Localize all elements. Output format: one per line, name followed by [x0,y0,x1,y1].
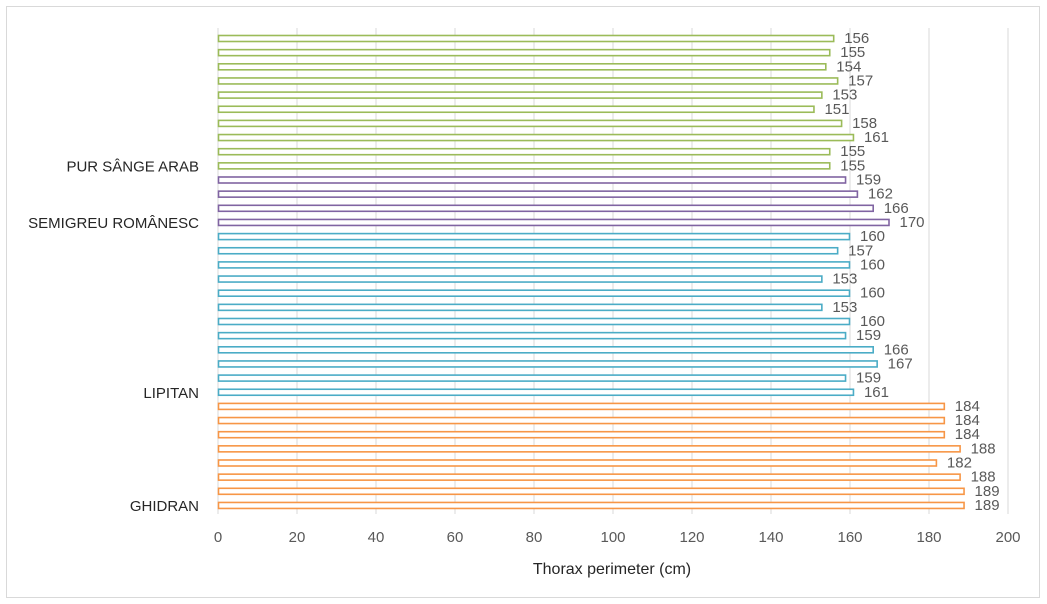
data-label: 188 [971,440,996,457]
data-label: 189 [975,483,1000,500]
bar [217,62,827,71]
bar [217,459,938,467]
data-label: 159 [856,327,881,344]
data-label: 188 [971,469,996,486]
bar [217,77,839,85]
bar [217,445,961,453]
bar [217,416,946,425]
x-tick-label: 180 [916,529,941,546]
bar [217,246,839,255]
data-label: 182 [947,455,972,472]
data-label: 166 [884,341,909,358]
bar [217,162,831,170]
data-label: 161 [864,129,889,146]
x-axis-title: Thorax perimeter (cm) [533,561,691,578]
data-label: 154 [836,58,861,75]
bar [217,34,835,43]
data-label: 162 [868,186,893,203]
bar [217,147,831,156]
data-label: 157 [848,242,873,259]
category-label: LIPITAN [143,385,199,402]
x-tick-label: 140 [758,529,783,546]
bar [217,232,851,241]
data-label: 167 [888,355,913,372]
bar [217,190,859,198]
bar [217,331,847,340]
x-tick-label: 0 [214,529,222,546]
bar [217,119,843,128]
bar [217,176,847,184]
bar [217,430,946,439]
data-label: 153 [832,87,857,104]
bar [217,317,851,326]
x-tick-label: 200 [995,529,1020,546]
bar [217,501,965,510]
x-tick-labels: 0 20 40 60 80 100 120 140 160 180 200 [214,529,1021,546]
x-tick-label: 120 [679,529,704,546]
data-labels: 1561551541571531511581611551551591621661… [824,30,999,514]
data-label: 156 [844,30,869,47]
data-label: 153 [832,271,857,288]
data-label: 159 [856,370,881,387]
data-label: 159 [856,172,881,189]
data-label: 157 [848,72,873,89]
bar [217,345,875,354]
data-label: 160 [860,285,885,302]
bar [217,275,823,283]
bar [217,261,851,269]
bar [217,91,823,99]
data-label: 161 [864,384,889,401]
bar [217,133,855,142]
bar [217,388,855,397]
bar [217,303,823,312]
bar [217,105,815,114]
data-label: 166 [884,200,909,217]
x-tick-label: 40 [368,529,385,546]
bar [217,360,878,368]
category-label: PUR SÂNGE ARAB [66,158,199,175]
bar [217,48,831,57]
x-tick-label: 160 [837,529,862,546]
data-label: 155 [840,143,865,160]
data-label: 184 [955,412,980,429]
data-label: 184 [955,426,980,443]
gridlines [217,28,1009,514]
bar [217,374,847,382]
category-label: SEMIGREU ROMÂNESC [28,215,199,232]
chart-frame [6,6,1040,598]
bar [217,218,890,227]
data-label: 189 [975,497,1000,514]
data-label: 155 [840,44,865,61]
data-label: 160 [860,228,885,245]
category-label: GHIDRAN [130,498,199,515]
data-label: 160 [860,256,885,273]
data-label: 184 [955,398,980,415]
x-tick-label: 100 [600,529,625,546]
x-tick-label: 60 [447,529,464,546]
x-tick-label: 20 [289,529,306,546]
bar [217,402,946,411]
bar [217,204,875,213]
data-label: 158 [852,115,877,132]
x-tick-label: 80 [526,529,543,546]
data-label: 170 [900,214,925,231]
data-label: 160 [860,313,885,330]
bar [217,289,851,298]
bars [217,34,965,510]
category-labels: PUR SÂNGE ARAB SEMIGREU ROMÂNESC LIPITAN GH… [28,158,199,515]
data-label: 151 [824,101,849,118]
bar [217,487,965,496]
data-label: 155 [840,157,865,174]
data-label: 153 [832,299,857,316]
bar [217,473,961,481]
